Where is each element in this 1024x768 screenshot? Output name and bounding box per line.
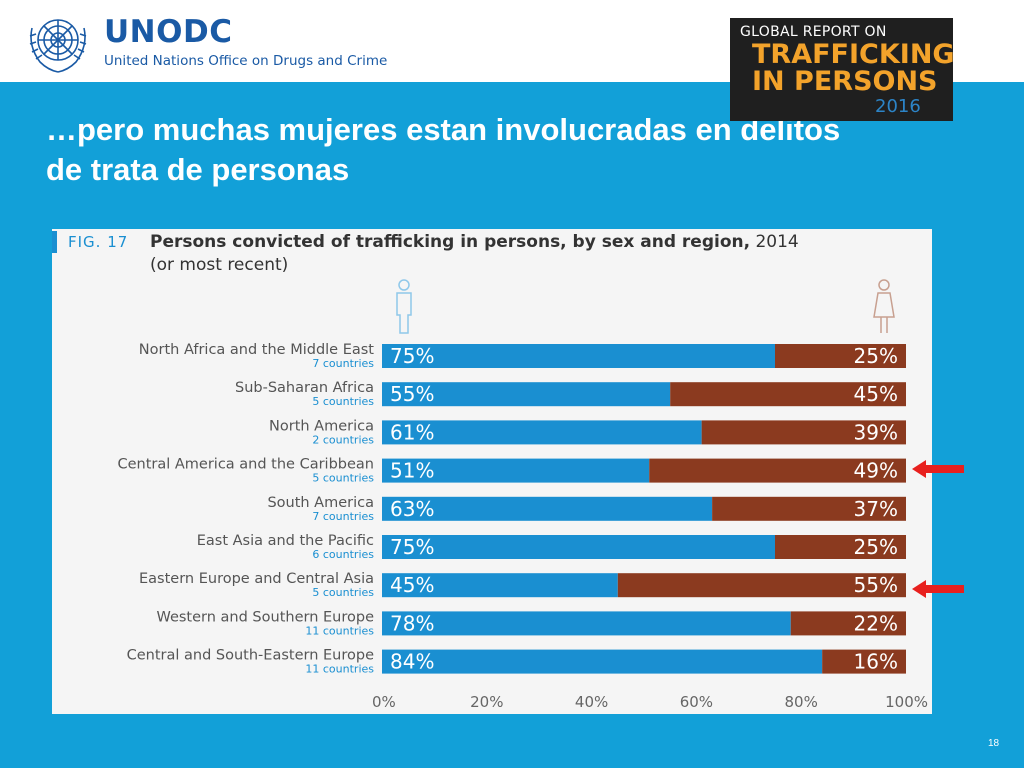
value-label-male: 63% [390, 497, 434, 521]
report-cover-line-2: TRAFFICKING [752, 39, 953, 70]
x-tick-label: 0% [372, 693, 396, 711]
bar-female-2 [701, 420, 906, 445]
un-emblem-icon [29, 19, 87, 73]
value-label-female: 22% [854, 611, 898, 635]
bar-female-8 [822, 649, 906, 674]
value-label-female: 49% [854, 459, 898, 483]
bar-male-5 [382, 535, 775, 559]
value-label-male: 75% [390, 535, 434, 559]
x-tick-label: 80% [785, 693, 818, 711]
bar-female-1 [670, 382, 906, 407]
bar-male-3 [382, 458, 650, 483]
figure-title-year: 2014 [750, 232, 799, 252]
bar-male-4 [382, 496, 713, 521]
category-label: Eastern Europe and Central Asia [139, 571, 374, 587]
bar-female-7 [790, 611, 906, 636]
category-sublabel: 5 countries [312, 472, 374, 485]
bar-female-3 [649, 458, 906, 483]
x-tick-label: 40% [575, 693, 608, 711]
highlight-arrow-icon [912, 580, 964, 598]
category-sublabel: 6 countries [312, 548, 374, 561]
category-label: North America [269, 418, 374, 434]
category-label: Sub-Saharan Africa [235, 380, 374, 396]
category-label: East Asia and the Pacific [197, 533, 374, 549]
value-label-female: 25% [854, 344, 898, 368]
value-label-male: 51% [390, 459, 434, 483]
value-label-male: 84% [390, 650, 434, 674]
category-sublabel: 5 countries [312, 395, 374, 408]
category-sublabel: 11 countries [305, 663, 374, 676]
category-label: North Africa and the Middle East [139, 342, 375, 358]
bar-male-0 [382, 344, 775, 368]
value-label-female: 25% [854, 535, 898, 559]
bar-male-6 [382, 573, 618, 598]
male-figure-icon [396, 279, 412, 334]
stacked-bar-chart: 75% 25%North Africa and the Middle East7 … [117, 279, 928, 711]
value-label-female: 39% [854, 420, 898, 444]
bar-female-0 [775, 344, 906, 368]
bar-male-8 [382, 649, 823, 674]
bar-female-5 [775, 535, 906, 559]
category-sublabel: 11 countries [305, 624, 374, 637]
report-cover-year: 2016 [875, 96, 921, 117]
category-label: Central America and the Caribbean [117, 457, 374, 473]
bar-female-4 [712, 496, 906, 521]
bar-female-6 [617, 573, 906, 598]
value-label-female: 16% [854, 650, 898, 674]
value-label-male: 45% [390, 573, 434, 597]
report-cover-line-1: GLOBAL REPORT ON [740, 24, 887, 40]
value-label-male: 61% [390, 420, 434, 444]
value-label-male: 75% [390, 344, 434, 368]
slide-title-line-2: de trata de personas [46, 152, 350, 187]
figure-panel: FIG. 17 Persons convicted of trafficking… [52, 229, 932, 714]
page-number: 18 [988, 738, 1000, 749]
org-short-name: UNODC [104, 14, 233, 50]
slide-title-line-1: …pero muchas mujeres estan involucradas … [46, 112, 841, 147]
figure-accent-bar [52, 231, 57, 253]
female-figure-icon [873, 279, 895, 333]
category-sublabel: 5 countries [312, 586, 374, 599]
x-tick-label: 60% [680, 693, 713, 711]
figure-title-main: Persons convicted of trafficking in pers… [150, 232, 751, 252]
bar-male-1 [382, 382, 671, 407]
value-label-female: 45% [854, 382, 898, 406]
value-label-female: 37% [854, 497, 898, 521]
category-sublabel: 2 countries [312, 433, 374, 446]
category-label: South America [267, 495, 374, 511]
x-tick-label: 20% [470, 693, 503, 711]
bar-male-7 [382, 611, 791, 636]
category-sublabel: 7 countries [312, 357, 374, 370]
category-label: Central and South-Eastern Europe [127, 648, 374, 664]
report-cover-image: GLOBAL REPORT ON TRAFFICKING IN PERSONS … [730, 18, 953, 121]
bar-male-2 [382, 420, 702, 445]
report-cover-line-3: IN PERSONS [752, 66, 938, 97]
figure-title: Persons convicted of trafficking in pers… [150, 231, 799, 253]
figure-subtitle: (or most recent) [150, 255, 289, 275]
org-full-name: United Nations Office on Drugs and Crime [104, 53, 388, 69]
highlight-arrow-icon [912, 460, 964, 478]
unodc-logo: UNODC United Nations Office on Drugs and… [22, 6, 387, 78]
value-label-male: 78% [390, 611, 434, 635]
value-label-female: 55% [854, 573, 898, 597]
category-sublabel: 7 countries [312, 510, 374, 523]
category-label: Western and Southern Europe [156, 609, 374, 625]
x-tick-label: 100% [885, 693, 928, 711]
value-label-male: 55% [390, 382, 434, 406]
figure-label: FIG. 17 [68, 233, 129, 251]
slide-title: …pero muchas mujeres estan involucradas … [46, 110, 966, 190]
